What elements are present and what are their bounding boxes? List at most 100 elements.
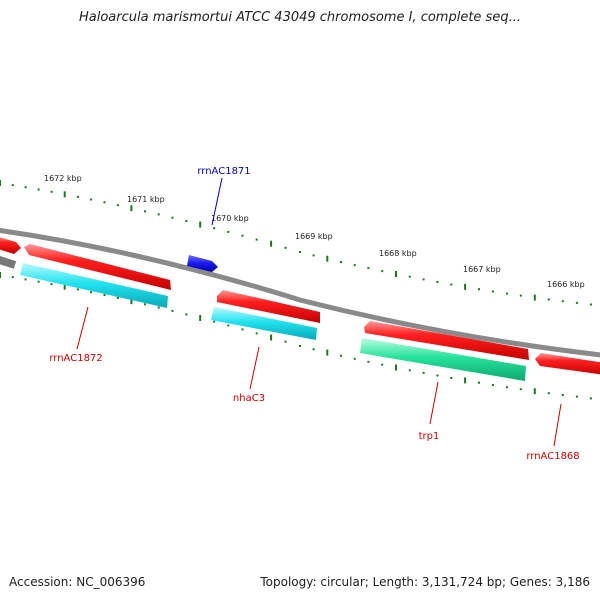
minor-tick bbox=[340, 354, 342, 357]
major-tick bbox=[63, 191, 66, 198]
minor-tick bbox=[436, 281, 439, 283]
leader-line-rrnAC1868 bbox=[553, 403, 562, 447]
minor-tick bbox=[436, 374, 439, 377]
minor-tick bbox=[422, 278, 425, 281]
tick-label-1672: 1672 kbp bbox=[44, 174, 82, 183]
backbone-arc bbox=[0, 227, 600, 358]
minor-tick bbox=[284, 340, 287, 343]
gene-label-rrnAC1871[interactable]: rrnAC1871 bbox=[197, 166, 250, 177]
major-tick bbox=[326, 349, 329, 356]
minor-tick bbox=[381, 363, 384, 366]
minor-tick bbox=[408, 369, 411, 372]
minor-tick bbox=[213, 320, 216, 323]
minor-tick bbox=[213, 227, 216, 230]
minor-tick bbox=[90, 291, 93, 294]
minor-tick bbox=[171, 309, 174, 312]
minor-tick bbox=[76, 195, 79, 198]
minor-tick bbox=[340, 261, 342, 263]
major-tick bbox=[395, 364, 397, 371]
gene-label-nhaC3[interactable]: nhaC3 bbox=[233, 393, 265, 404]
minor-tick bbox=[408, 275, 411, 278]
minor-tick bbox=[561, 394, 564, 396]
forward-strand-features bbox=[0, 236, 600, 375]
accession-text: Accession: NC_006396 bbox=[9, 575, 146, 589]
tick-label-1670: 1670 kbp bbox=[211, 214, 249, 223]
gene-arrow-cyan[interactable] bbox=[20, 263, 168, 308]
minor-tick bbox=[478, 381, 480, 384]
minor-tick bbox=[171, 216, 174, 219]
gene-arrow-red[interactable] bbox=[0, 236, 21, 254]
tick-label-1671: 1671 kbp bbox=[127, 195, 165, 204]
gene-arrow-red[interactable] bbox=[217, 290, 320, 323]
major-tick bbox=[270, 240, 273, 247]
tick-label-1666: 1666 kbp bbox=[547, 280, 585, 289]
gene-arrow-blue[interactable] bbox=[187, 255, 218, 272]
major-tick bbox=[63, 283, 66, 290]
minor-tick bbox=[116, 204, 119, 207]
topology-text: Topology: circular; Length: 3,131,724 bp… bbox=[260, 575, 590, 589]
minor-tick bbox=[312, 254, 315, 257]
tick-label-1668: 1668 kbp bbox=[379, 249, 417, 258]
reverse-strand-features bbox=[20, 263, 526, 381]
gene-label-rrnAC1872[interactable]: rrnAC1872 bbox=[49, 353, 102, 364]
minor-tick bbox=[144, 303, 146, 306]
minor-tick bbox=[11, 184, 14, 187]
minor-tick bbox=[519, 388, 522, 391]
major-tick bbox=[395, 271, 397, 277]
minor-tick bbox=[505, 292, 508, 295]
minor-tick bbox=[227, 230, 230, 233]
minor-tick bbox=[450, 377, 453, 379]
leader-line-rrnAC1872 bbox=[76, 306, 89, 350]
gene-arrow-red[interactable] bbox=[24, 244, 171, 290]
gene-arrow-green[interactable] bbox=[360, 338, 526, 381]
major-tick bbox=[199, 315, 202, 321]
major-tick bbox=[326, 255, 329, 262]
major-tick bbox=[464, 283, 467, 290]
minor-tick bbox=[575, 301, 578, 304]
minor-tick bbox=[575, 395, 578, 398]
major-tick bbox=[130, 205, 133, 212]
minor-tick bbox=[367, 267, 370, 270]
minor-tick bbox=[37, 280, 40, 283]
minor-tick bbox=[491, 384, 494, 386]
minor-tick bbox=[76, 288, 79, 291]
minor-tick bbox=[547, 392, 550, 395]
minor-tick bbox=[589, 303, 592, 306]
inner-tick-ring bbox=[0, 272, 592, 400]
major-tick bbox=[270, 334, 273, 341]
minor-tick bbox=[505, 386, 508, 389]
major-tick bbox=[0, 272, 1, 278]
gene-label-rrnAC1868[interactable]: rrnAC1868 bbox=[526, 451, 579, 462]
minor-tick bbox=[561, 300, 564, 303]
minor-tick bbox=[241, 328, 244, 331]
minor-tick bbox=[24, 186, 27, 189]
minor-tick bbox=[353, 264, 356, 267]
minor-tick bbox=[227, 324, 230, 327]
leader-line-trp1 bbox=[429, 381, 439, 425]
minor-tick bbox=[255, 332, 258, 335]
minor-tick bbox=[255, 238, 258, 241]
minor-tick bbox=[157, 306, 160, 309]
minor-tick bbox=[103, 201, 106, 204]
minor-tick bbox=[157, 213, 160, 216]
gene-arrow-red[interactable] bbox=[535, 353, 600, 375]
outer-tick-ring bbox=[0, 180, 592, 306]
gene-arrow-cyan[interactable] bbox=[211, 307, 317, 340]
leader-line-rrnAC1871 bbox=[211, 177, 223, 226]
minor-tick bbox=[299, 345, 301, 347]
gene-arrow-red[interactable] bbox=[364, 321, 529, 360]
minor-tick bbox=[103, 294, 106, 296]
major-tick bbox=[130, 298, 133, 305]
major-tick bbox=[199, 221, 202, 228]
minor-tick bbox=[299, 251, 301, 253]
gene-label-trp1[interactable]: trp1 bbox=[419, 431, 440, 442]
leader-line-nhaC3 bbox=[249, 346, 260, 390]
minor-tick bbox=[24, 278, 27, 281]
minor-tick bbox=[422, 371, 425, 374]
major-tick bbox=[533, 388, 536, 395]
minor-tick bbox=[284, 246, 287, 249]
minor-tick bbox=[519, 294, 522, 297]
minor-tick bbox=[144, 210, 146, 213]
minor-tick bbox=[589, 397, 592, 400]
minor-tick bbox=[11, 276, 14, 279]
